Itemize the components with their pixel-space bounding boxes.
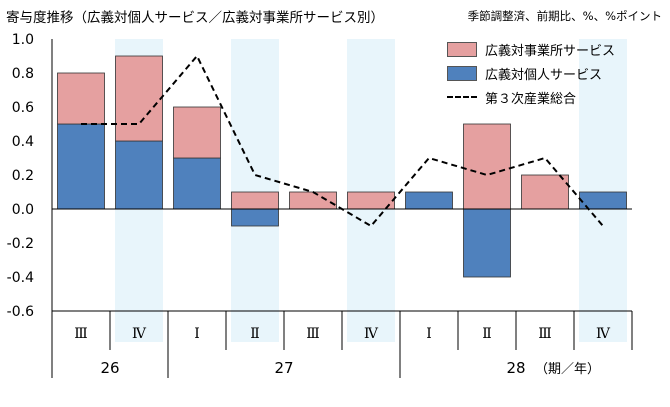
- legend-item-business: 広義対事業所サービス: [447, 37, 615, 61]
- x-tick-label: Ⅳ: [132, 326, 147, 342]
- legend-label-personal: 広義対個人サービス: [485, 67, 603, 83]
- year-label: 28: [506, 359, 525, 377]
- legend-swatch-business: [447, 41, 477, 57]
- bar-personal-0: [57, 123, 105, 210]
- shaded-column-3: [231, 39, 279, 342]
- year-label: 27: [274, 359, 293, 377]
- y-tick-label: 0.0: [12, 202, 34, 218]
- bar-personal-3: [231, 208, 279, 227]
- x-tick-label: Ⅲ: [538, 326, 552, 342]
- x-tick-label: Ⅰ: [194, 326, 200, 342]
- unit-note: 季節調整済、前期比、%、%ポイント: [467, 9, 662, 23]
- bar-business-3: [231, 191, 279, 210]
- legend-item-total: 第３次産業総合: [447, 85, 615, 109]
- bar-business-2: [173, 106, 221, 159]
- bar-personal-7: [463, 208, 511, 278]
- period-label: （期／年）: [535, 362, 600, 377]
- shaded-column-9: [579, 39, 627, 342]
- chart-title: 寄与度推移（広義対個人サービス／広義対事業所サービス別）: [6, 10, 384, 26]
- bar-business-1: [115, 55, 163, 142]
- y-tick-label: -0.4: [7, 270, 34, 286]
- y-tick-label: 0.6: [12, 100, 34, 116]
- bar-business-8: [521, 174, 569, 210]
- y-tick-label: 0.2: [12, 168, 34, 184]
- x-tick-label: Ⅲ: [74, 326, 88, 342]
- legend-item-personal: 広義対個人サービス: [447, 61, 615, 85]
- bar-personal-2: [173, 157, 221, 210]
- legend-label-total: 第３次産業総合: [485, 91, 577, 107]
- legend-line-total: [447, 96, 477, 98]
- x-tick-label: Ⅱ: [250, 326, 260, 342]
- year-label: 26: [100, 359, 119, 377]
- x-tick-label: Ⅰ: [426, 326, 432, 342]
- x-tick-label: Ⅲ: [306, 326, 320, 342]
- x-tick-label: Ⅳ: [596, 326, 611, 342]
- bar-business-7: [463, 123, 511, 210]
- legend-label-business: 広義対事業所サービス: [485, 43, 616, 59]
- line-total: [81, 54, 604, 228]
- y-tick-label: 1.0: [12, 32, 34, 48]
- y-tick-label: 0.8: [12, 66, 34, 82]
- y-tick-label: 0.4: [12, 134, 34, 150]
- shaded-column-5: [347, 39, 395, 342]
- y-tick-label: -0.2: [7, 236, 34, 252]
- bar-business-4: [289, 191, 337, 210]
- bar-business-0: [57, 72, 105, 125]
- bar-personal-6: [405, 191, 453, 210]
- x-tick-label: Ⅳ: [364, 326, 379, 342]
- legend-swatch-personal: [447, 65, 477, 81]
- bar-personal-1: [115, 140, 163, 210]
- legend: 広義対事業所サービス 広義対個人サービス 第３次産業総合: [447, 37, 615, 109]
- y-tick-label: -0.6: [7, 304, 34, 320]
- x-tick-label: Ⅱ: [482, 326, 492, 342]
